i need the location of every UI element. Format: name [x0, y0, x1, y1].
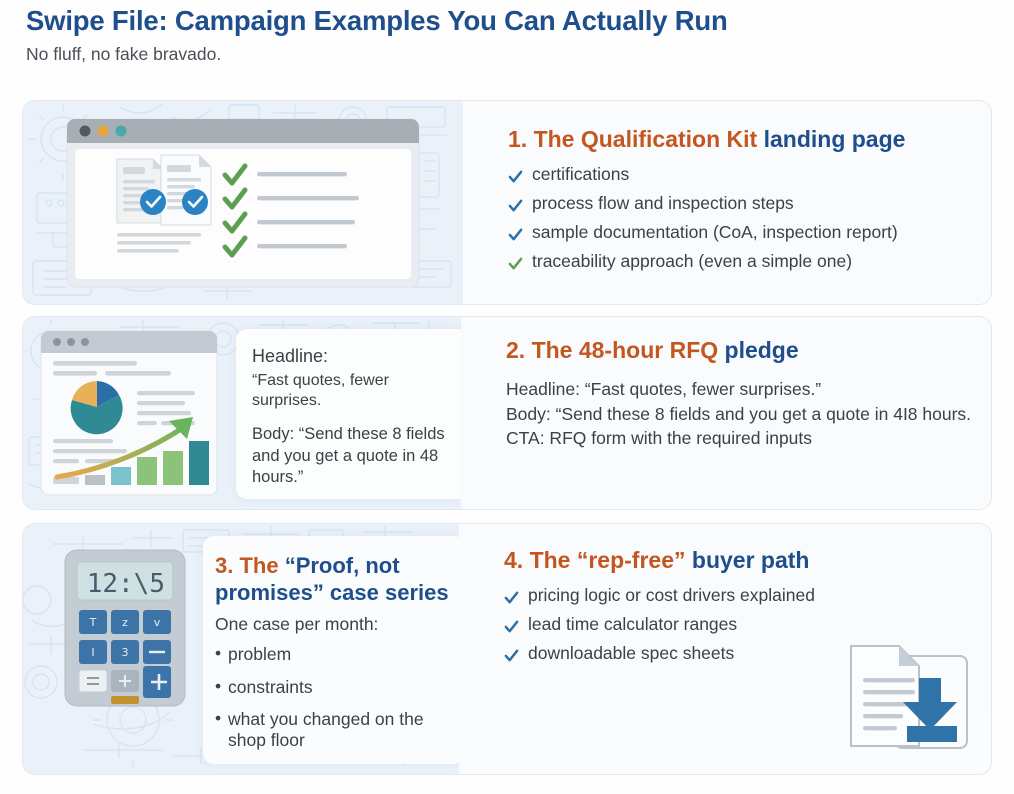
- check-blue-icon: [508, 228, 523, 241]
- list-item: downloadable spec sheets: [504, 642, 981, 663]
- browser-window-illustration: [66, 118, 420, 288]
- list-item-label: pricing logic or cost drivers explained: [528, 584, 815, 605]
- card-3-heading-accent: 3. The: [215, 553, 285, 578]
- check-blue-icon: [504, 649, 519, 662]
- svg-text:T: T: [89, 616, 97, 629]
- card-2-heading-accent: 2. The 48-hour RFQ: [506, 337, 719, 363]
- svg-text:3: 3: [122, 646, 129, 659]
- list-item-label: traceability approach (even a simple one…: [532, 250, 853, 271]
- list-item: sample documentation (CoA, inspection re…: [508, 221, 981, 242]
- card-4-bullet-list: pricing logic or cost drivers explained …: [504, 584, 981, 663]
- list-item-label: lead time calculator ranges: [528, 613, 738, 634]
- quote-label: Headline:: [252, 346, 329, 366]
- check-blue-icon: [508, 199, 523, 212]
- list-item-label: downloadable spec sheets: [528, 642, 735, 663]
- card-2-line-headline: Headline: “Fast quotes, fewer surprises.…: [506, 378, 822, 399]
- card-4-heading: 4. The “rep-free” buyer path: [504, 546, 981, 575]
- card-3-subtitle: One case per month:: [215, 613, 379, 634]
- list-item-label: sample documentation (CoA, inspection re…: [532, 221, 898, 242]
- text-panel-1: 1. The Qualification Kit landing page ce…: [463, 101, 991, 304]
- card-4-heading-rest: buyer path: [685, 547, 810, 573]
- check-blue-icon: [508, 170, 523, 183]
- calculator-display: 12:\5: [87, 569, 165, 599]
- page-title: Swipe File: Campaign Examples You Can Ac…: [26, 5, 728, 36]
- card-3-heading-rest: “Proof, not promises” case series: [215, 553, 449, 605]
- card-2-heading: 2. The 48-hour RFQ pledge: [506, 336, 983, 365]
- card-rfq-pledge: Headline: “Fast quotes, fewer surprises.…: [22, 316, 992, 510]
- case-series-note-card: 3. The “Proof, not promises” case series…: [203, 536, 459, 764]
- svg-text:I: I: [91, 646, 94, 659]
- list-item-label: process flow and inspection steps: [532, 192, 794, 213]
- list-item: what you changed on the shop floor: [215, 708, 459, 752]
- header: Swipe File: Campaign Examples You Can Ac…: [26, 4, 986, 65]
- card-1-heading-rest: landing page: [757, 126, 906, 152]
- list-item: lead time calculator ranges: [504, 613, 981, 634]
- quote-body: Body: “Send these 8 fields and you get a…: [252, 425, 445, 487]
- card-4-heading-accent: 4. The “rep-free”: [504, 547, 686, 573]
- card-1-heading-accent: 1. The Qualification Kit: [508, 126, 758, 152]
- card-2-line-cta: CTA: RFQ form with the required inputs: [506, 428, 813, 449]
- illustration-panel-1: [23, 101, 463, 304]
- card-3-heading: 3. The “Proof, not promises” case series: [215, 553, 459, 607]
- list-item: constraints: [215, 675, 459, 698]
- list-item: traceability approach (even a simple one…: [508, 250, 981, 271]
- list-item: process flow and inspection steps: [508, 192, 981, 213]
- illustration-panel-2: Headline: “Fast quotes, fewer surprises.…: [23, 317, 461, 509]
- list-item-label: certifications: [532, 163, 630, 184]
- dashboard-illustration: [40, 330, 218, 496]
- list-item: problem: [215, 643, 459, 665]
- list-item: certifications: [508, 163, 981, 184]
- page-subtitle: No fluff, no fake bravado.: [26, 44, 222, 64]
- check-green-icon: [508, 257, 523, 270]
- quote-headline: “Fast quotes, fewer surprises.: [252, 371, 389, 409]
- check-blue-icon: [504, 620, 519, 633]
- card-2-line-body: Body: “Send these 8 fields and you get a…: [506, 403, 972, 424]
- text-panel-2: 2. The 48-hour RFQ pledge Headline: “Fas…: [461, 317, 991, 509]
- card-2-lines: Headline: “Fast quotes, fewer surprises.…: [506, 377, 983, 452]
- svg-text:v: v: [154, 616, 161, 629]
- card-1-bullet-list: certifications process flow and inspecti…: [508, 163, 981, 271]
- card-2-heading-rest: pledge: [718, 337, 799, 363]
- card-3-bullet-list: problem constraints what you changed on …: [215, 643, 459, 752]
- list-item: pricing logic or cost drivers explained: [504, 584, 981, 605]
- svg-text:z: z: [122, 616, 128, 629]
- text-panel-4: 4. The “rep-free” buyer path pricing log…: [459, 524, 991, 710]
- card-qualification-kit: 1. The Qualification Kit landing page ce…: [22, 100, 992, 305]
- card-1-heading: 1. The Qualification Kit landing page: [508, 125, 981, 154]
- quote-card: Headline: “Fast quotes, fewer surprises.…: [236, 329, 461, 499]
- check-blue-icon: [504, 591, 519, 604]
- document-download-icon: [850, 645, 968, 749]
